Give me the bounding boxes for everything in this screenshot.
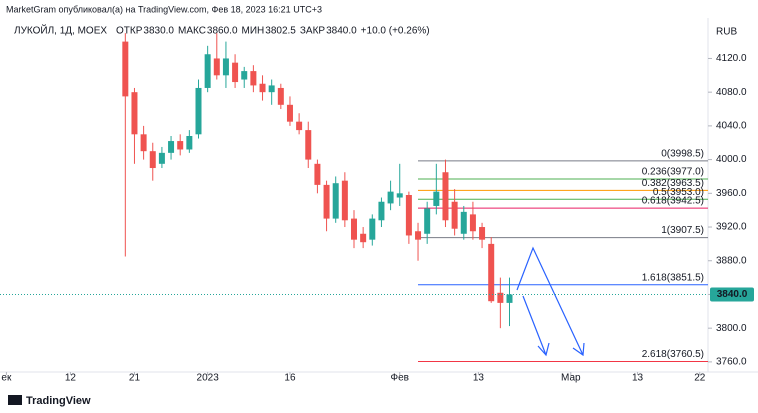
candle-body bbox=[195, 87, 202, 135]
candle-body bbox=[369, 218, 376, 240]
y-tick-label: 4000.0 bbox=[716, 154, 747, 165]
candle-body bbox=[149, 151, 156, 169]
y-tick-label: 3760.0 bbox=[716, 357, 747, 368]
brand-logo bbox=[8, 395, 22, 405]
candle-body bbox=[506, 294, 513, 303]
header-label: МАКС bbox=[178, 26, 206, 37]
x-tick-label: ек bbox=[1, 373, 12, 384]
candle-body bbox=[433, 191, 440, 206]
symbol: ЛУКОЙЛ, 1Д, MOEX bbox=[14, 24, 107, 37]
candle-body bbox=[314, 163, 321, 185]
candle-body bbox=[259, 83, 266, 93]
x-tick-label: 21 bbox=[129, 373, 141, 384]
candle-body bbox=[222, 58, 229, 76]
candle-body bbox=[296, 121, 303, 131]
fib-label: 1(3907.5) bbox=[661, 225, 704, 236]
fib-label: 2.618(3760.5) bbox=[642, 349, 704, 360]
fib-label: 0.618(3942.5) bbox=[642, 196, 704, 207]
currency: RUB bbox=[716, 27, 737, 38]
candle-body bbox=[213, 58, 220, 76]
candle-body bbox=[488, 243, 495, 302]
logo-mark bbox=[8, 395, 22, 405]
brand: TradingView bbox=[26, 395, 91, 407]
candle-body bbox=[158, 152, 165, 164]
candle-body bbox=[241, 71, 248, 80]
candle-body bbox=[204, 54, 211, 88]
header-value: 3860.0 bbox=[207, 26, 238, 37]
candle-body bbox=[277, 87, 284, 105]
candle-body bbox=[479, 227, 486, 240]
y-tick-label: 4120.0 bbox=[716, 53, 747, 64]
fib-label: 1.618(3851.5) bbox=[642, 272, 704, 283]
x-tick-label: Фев bbox=[390, 373, 408, 384]
y-tick-label: 4040.0 bbox=[716, 121, 747, 132]
candle-body bbox=[469, 214, 476, 232]
candle-body bbox=[250, 71, 257, 86]
candle-body bbox=[305, 130, 312, 160]
candle-body bbox=[332, 183, 339, 219]
candle-body bbox=[405, 195, 412, 236]
candle-body bbox=[186, 136, 193, 150]
candle-body bbox=[460, 211, 467, 234]
header-value: 3830.0 bbox=[143, 26, 174, 37]
candle-body bbox=[131, 92, 138, 135]
header-label: МИН bbox=[242, 26, 265, 37]
fib-label: 0(3998.5) bbox=[661, 149, 704, 160]
candle-body bbox=[442, 172, 449, 221]
x-tick-label: Мар bbox=[561, 373, 581, 384]
candle-body bbox=[451, 201, 458, 229]
fib-label: 0.382(3963.5) bbox=[642, 178, 704, 189]
header-value: 3840.0 bbox=[326, 26, 357, 37]
candle-body bbox=[387, 191, 394, 204]
x-tick-label: 12 bbox=[65, 373, 77, 384]
candle-body bbox=[286, 104, 293, 122]
candle-body bbox=[323, 184, 330, 219]
candle-body bbox=[232, 62, 239, 83]
candle-body bbox=[351, 218, 357, 240]
x-tick-label: 2023 bbox=[197, 373, 220, 384]
last-price-badge bbox=[710, 287, 754, 302]
header-label: ЗАКР bbox=[300, 26, 326, 37]
y-tick-label: 3960.0 bbox=[716, 188, 747, 199]
header-value: 3802.5 bbox=[265, 26, 296, 37]
last-price-label: 3840.0 bbox=[717, 289, 748, 300]
arrow-path bbox=[516, 246, 584, 356]
arrow-path bbox=[522, 295, 547, 356]
candle-body bbox=[168, 141, 175, 153]
candle-body bbox=[360, 233, 367, 243]
y-tick-label: 3880.0 bbox=[716, 255, 747, 266]
ohlc-header: ОТКР 3830.0 МАКС 3860.0 МИН 3802.5 ЗАКР 3840.0 +… bbox=[116, 26, 430, 37]
candle-body bbox=[268, 85, 275, 93]
attribution: MarketGram опубликовал(а) на TradingView… bbox=[6, 4, 322, 14]
candle-body bbox=[140, 134, 147, 152]
y-tick-label: 3800.0 bbox=[716, 323, 747, 334]
x-tick-label: 13 bbox=[473, 373, 485, 384]
fib-label: 0.236(3977.0) bbox=[642, 167, 704, 178]
candle-body bbox=[424, 208, 431, 234]
candle-body bbox=[396, 193, 403, 198]
x-tick-label: 13 bbox=[632, 373, 644, 384]
candle-body bbox=[415, 231, 422, 240]
candle-body bbox=[378, 201, 385, 221]
y-tick-label: 4080.0 bbox=[716, 87, 747, 98]
header-label: ОТКР bbox=[116, 26, 143, 37]
arrow-head bbox=[537, 342, 550, 357]
fib-label: 0.5(3953.0) bbox=[653, 187, 704, 198]
arrows bbox=[516, 246, 585, 357]
candle-body bbox=[497, 292, 504, 303]
candle-body bbox=[122, 41, 129, 97]
arrow-head bbox=[572, 342, 585, 357]
y-tick-label: 3920.0 bbox=[716, 222, 747, 233]
header-change: +10.0 (+0.26%) bbox=[361, 26, 430, 37]
candle-body bbox=[177, 141, 184, 150]
candle-body bbox=[341, 180, 348, 221]
x-tick-label: 16 bbox=[284, 373, 296, 384]
x-tick-label: 22 bbox=[694, 373, 706, 384]
